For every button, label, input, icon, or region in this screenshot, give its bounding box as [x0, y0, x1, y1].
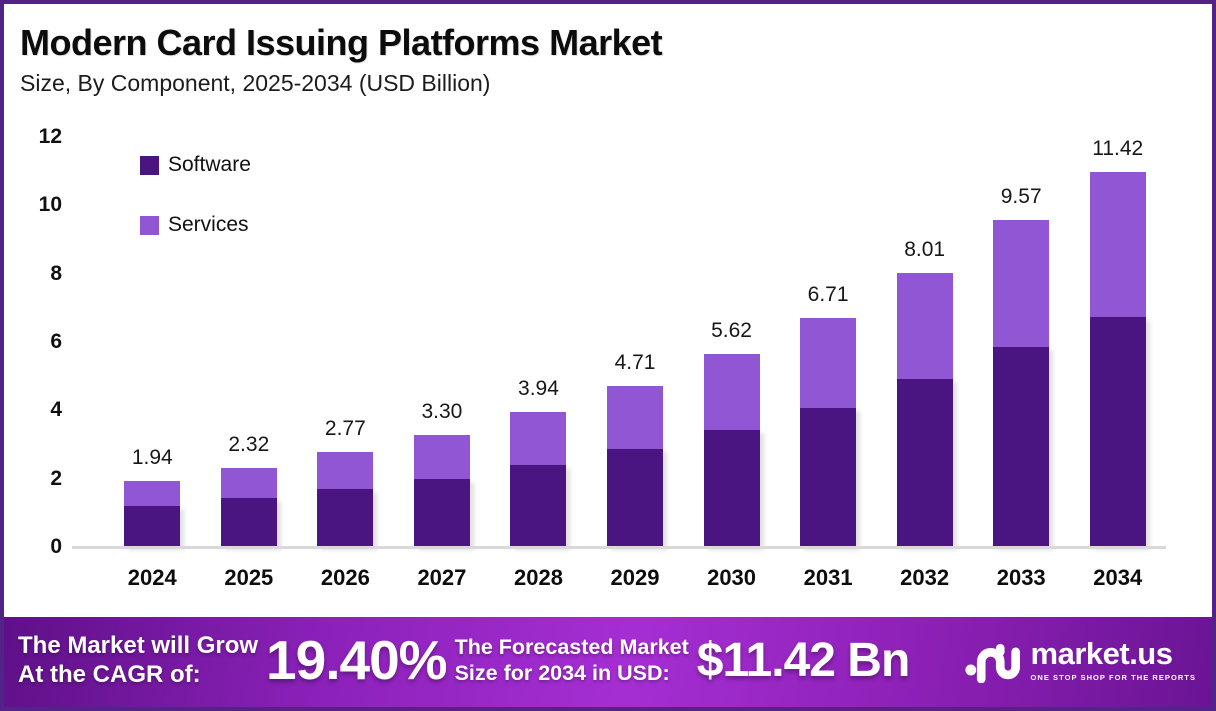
bar-value-label: 4.71 [614, 351, 656, 374]
chart-subtitle: Size, By Component, 2025-2034 (USD Billi… [20, 70, 491, 97]
x-axis-labels: 2024 2025 2026 2027 2028 2029 2030 2031 2032 2033… [76, 565, 1196, 591]
x-axis-label: 2033 [996, 565, 1046, 590]
x-axis-label: 2025 [224, 565, 274, 590]
bar-segment-services [510, 412, 567, 465]
legend-label: Services [168, 213, 249, 236]
y-axis-tick: 2 [50, 466, 62, 490]
x-axis-label: 2032 [900, 565, 950, 590]
bar-segment-services [607, 386, 663, 449]
bar-value-label: 9.57 [1000, 185, 1042, 208]
y-axis-tick: 6 [50, 330, 62, 353]
bar-segment-services [220, 468, 277, 498]
marketus-logo-tagline: ONE STOP SHOP FOR THE REPORTS [1030, 673, 1196, 682]
plot-area: Software Services 1.94 2.32 2.77 3.30 3.94 4.7… [39, 125, 1196, 558]
bar-value-label: 2.77 [324, 417, 366, 440]
chart-header: Modern Card Issuing Platforms Market Siz… [4, 4, 1212, 97]
bar-group-2024: 1.94 [104, 137, 201, 547]
bar-value-label: 8.01 [904, 238, 946, 261]
bar-segment-services [413, 435, 470, 479]
bar-value-label: 5.62 [711, 319, 752, 342]
bar-segment-services [800, 318, 857, 408]
bar-segment-software [317, 489, 374, 547]
cagr-caption: The Market will Grow At the CAGR of: [18, 631, 258, 690]
page-title: Modern Card Issuing Platforms Market [20, 22, 663, 63]
bar-group-2026: 2.77 [297, 137, 394, 547]
x-axis-line [72, 546, 1166, 549]
bar-segment-software [1089, 317, 1146, 547]
bar-group-2029: 4.71 [587, 137, 684, 547]
bar-segment-services [317, 452, 374, 489]
bar-segment-software [607, 449, 663, 547]
bar-segment-software [124, 506, 181, 547]
bar-value-label: 3.30 [421, 400, 463, 423]
bar-group-2027: 3.30 [394, 137, 491, 547]
x-axis-label: 2026 [320, 565, 370, 590]
forecast-caption-line1: The Forecasted Market [454, 634, 689, 659]
bar-value-label: 2.32 [228, 433, 270, 456]
x-axis-label: 2024 [127, 565, 177, 590]
y-axis-tick: 8 [50, 261, 62, 285]
x-axis-label: 2030 [707, 565, 757, 590]
bar-group-2034: 11.42 [1069, 137, 1166, 547]
bar-segment-software [413, 479, 470, 547]
bar-segment-services [703, 354, 760, 430]
y-axis-tick: 12 [38, 125, 62, 148]
x-axis-label: 2029 [610, 565, 660, 590]
bar-value-label: 6.71 [807, 283, 849, 306]
bar-segment-software [510, 465, 567, 547]
x-axis-label: 2031 [803, 565, 853, 590]
marketus-logo: market.us ONE STOP SHOP FOR THE REPORTS [964, 637, 1200, 683]
legend-item-software: Software [140, 153, 251, 177]
y-axis-tick: 4 [50, 398, 62, 422]
bar-segment-software [703, 430, 760, 547]
bar-segment-software [800, 408, 857, 547]
legend-swatch-software [140, 155, 159, 175]
x-axis-label: 2027 [417, 565, 467, 590]
bar-value-label: 1.94 [131, 446, 173, 469]
bar-group-2033: 9.57 [973, 137, 1070, 547]
marketus-logo-text-block: market.us ONE STOP SHOP FOR THE REPORTS [1031, 638, 1196, 682]
bar-segment-software [896, 379, 953, 547]
legend-swatch-services [140, 215, 159, 235]
bar-segment-software [220, 498, 277, 547]
y-axis-tick: 0 [50, 535, 62, 558]
bar-segment-services [1089, 172, 1146, 318]
bar-segment-services [896, 273, 953, 379]
cagr-caption-line1: The Market will Grow [18, 631, 259, 659]
bar-segment-software [993, 347, 1050, 547]
x-axis-label: 2028 [513, 565, 563, 590]
cagr-value: 19.40% [266, 629, 448, 691]
bar-group-2032: 8.01 [876, 137, 973, 547]
cagr-caption-line2: At the CAGR of: [18, 661, 201, 688]
marketus-logo-icon [964, 643, 1020, 683]
forecast-caption: The Forecasted Market Size for 2034 in U… [455, 634, 689, 686]
bar-value-label: 3.94 [518, 377, 559, 400]
legend-label: Software [168, 153, 251, 176]
bar-segment-services [993, 220, 1050, 347]
marketus-logo-name: market.us [1030, 636, 1173, 671]
bars-container: 1.94 2.32 2.77 3.30 3.94 4.71 5.62 6.71 8.01 9.57… [76, 137, 1196, 547]
forecast-value: $11.42 Bn [696, 633, 910, 687]
bar-group-2025: 2.32 [201, 137, 298, 547]
bar-value-label: 11.42 [1092, 137, 1144, 160]
forecast-caption-line2: Size for 2034 in USD: [454, 661, 670, 685]
cagr-banner: The Market will Grow At the CAGR of: 19.… [4, 617, 1212, 707]
bar-segment-services [124, 481, 181, 506]
bar-group-2028: 3.94 [490, 137, 587, 547]
legend-item-services: Services [140, 213, 251, 237]
bar-group-2031: 6.71 [780, 137, 877, 547]
y-axis-tick: 10 [38, 193, 62, 217]
x-axis-label: 2034 [1093, 565, 1143, 590]
legend: Software Services [140, 153, 251, 237]
bar-group-2030: 5.62 [683, 137, 780, 547]
